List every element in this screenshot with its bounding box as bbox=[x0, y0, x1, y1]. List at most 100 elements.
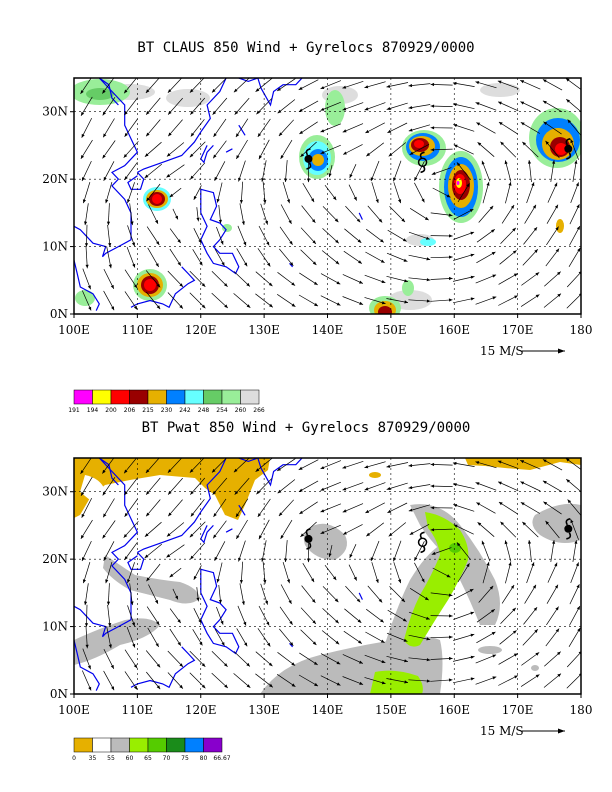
wind-vector bbox=[167, 458, 183, 474]
wind-vector-head bbox=[291, 303, 296, 307]
wind-vector-head bbox=[145, 469, 150, 473]
wind-vector bbox=[320, 460, 342, 470]
wind-vector bbox=[572, 160, 577, 182]
coastline bbox=[289, 262, 294, 268]
wind-vector bbox=[102, 458, 115, 474]
wind-vector bbox=[124, 161, 138, 181]
wind-vector bbox=[364, 297, 386, 305]
wind-vector-head bbox=[388, 533, 393, 537]
wind-vector-head bbox=[85, 644, 89, 649]
wind-vector-head bbox=[486, 182, 490, 186]
wind-vector-head bbox=[80, 90, 84, 94]
wind-vector bbox=[500, 227, 517, 244]
convection-cell bbox=[133, 269, 167, 301]
x-tick-label: 160E bbox=[438, 703, 470, 717]
wind-vector bbox=[370, 160, 380, 182]
wind-vector bbox=[430, 636, 453, 639]
wind-vector-head bbox=[342, 85, 347, 89]
wind-vector-head bbox=[238, 177, 242, 182]
wind-vector bbox=[545, 248, 560, 267]
wind-vector bbox=[189, 78, 205, 93]
wind-vector-head bbox=[291, 282, 296, 286]
wind-vector-head bbox=[535, 674, 540, 678]
wind-vector-head bbox=[278, 132, 283, 136]
wind-vector-head bbox=[102, 111, 106, 116]
wind-vector bbox=[393, 182, 402, 204]
wind-vector bbox=[521, 272, 540, 286]
top-gyre-symbols bbox=[304, 138, 573, 174]
wind-vector-head bbox=[342, 465, 347, 469]
wind-vector bbox=[189, 521, 206, 538]
wind-vector-head bbox=[155, 263, 159, 267]
wind-vector-head bbox=[356, 218, 361, 223]
wind-vector bbox=[567, 499, 581, 517]
wind-vector-head bbox=[513, 273, 518, 277]
wind-vector bbox=[84, 583, 89, 606]
wind-vector-head bbox=[167, 469, 172, 473]
wind-vector bbox=[430, 84, 453, 86]
wind-vector-head bbox=[132, 643, 136, 648]
wind-vector bbox=[145, 119, 161, 137]
wind-vector bbox=[364, 482, 386, 491]
wind-vector bbox=[453, 588, 474, 600]
wind-vector-head bbox=[514, 675, 518, 679]
pwat-gap bbox=[80, 475, 105, 500]
wind-vector bbox=[546, 226, 559, 246]
wind-vector bbox=[478, 205, 494, 223]
wind-vector-head bbox=[370, 557, 374, 562]
wind-vector-head bbox=[216, 198, 220, 203]
wind-vector-head bbox=[353, 196, 357, 201]
wind-vector bbox=[342, 503, 364, 513]
wind-vector bbox=[258, 605, 270, 626]
wind-vector bbox=[167, 119, 183, 137]
wind-vector bbox=[364, 81, 386, 89]
wind-vector bbox=[255, 651, 273, 667]
wind-vector-head bbox=[108, 264, 112, 269]
wind-vector bbox=[80, 96, 93, 116]
wind-vector bbox=[299, 272, 318, 286]
colorbar-label: 70 bbox=[163, 755, 171, 762]
wind-vector-head bbox=[311, 198, 315, 203]
wind-vector-head bbox=[320, 107, 325, 111]
wind-vector-head bbox=[426, 278, 431, 282]
wind-vector-head bbox=[446, 194, 451, 198]
wind-vector bbox=[277, 272, 296, 286]
wind-vector-head bbox=[102, 534, 106, 539]
wind-vector-head bbox=[491, 251, 496, 256]
wind-vector bbox=[233, 458, 250, 473]
wind-vector-head bbox=[266, 241, 270, 246]
wind-vector bbox=[408, 657, 431, 661]
wind-vector-head bbox=[84, 243, 89, 247]
wind-vector-head bbox=[386, 464, 391, 468]
wind-vector bbox=[342, 274, 364, 284]
wind-vector-head bbox=[328, 173, 332, 177]
coastline bbox=[130, 646, 196, 689]
wind-vector bbox=[278, 119, 294, 137]
wind-vector-head bbox=[520, 101, 525, 105]
wind-vector-head bbox=[146, 491, 150, 495]
wind-vector bbox=[211, 270, 228, 287]
wind-vector-head bbox=[103, 176, 107, 181]
wind-vector bbox=[190, 97, 206, 115]
wind-vector-head bbox=[306, 178, 311, 183]
wind-vector-head bbox=[144, 554, 149, 558]
wind-vector-head bbox=[414, 557, 418, 561]
wind-vector-head bbox=[403, 258, 408, 262]
wind-vector bbox=[167, 499, 183, 517]
wind-vector-head bbox=[449, 635, 453, 639]
wind-vector bbox=[409, 588, 429, 601]
wind-vector-head bbox=[190, 110, 194, 115]
wind-vector bbox=[542, 100, 563, 113]
wind-vector bbox=[233, 271, 251, 287]
wind-vector bbox=[239, 583, 245, 606]
wind-vector-head bbox=[190, 490, 194, 495]
wind-vector-head bbox=[364, 85, 369, 89]
wind-vector bbox=[103, 161, 115, 181]
wind-vector bbox=[386, 678, 409, 683]
wind-vector-head bbox=[566, 99, 570, 103]
wind-vector bbox=[477, 522, 495, 537]
wind-vector-head bbox=[356, 598, 361, 603]
wind-vector bbox=[452, 677, 475, 684]
wind-vector-head bbox=[357, 619, 362, 623]
wind-vector-head bbox=[401, 598, 405, 602]
